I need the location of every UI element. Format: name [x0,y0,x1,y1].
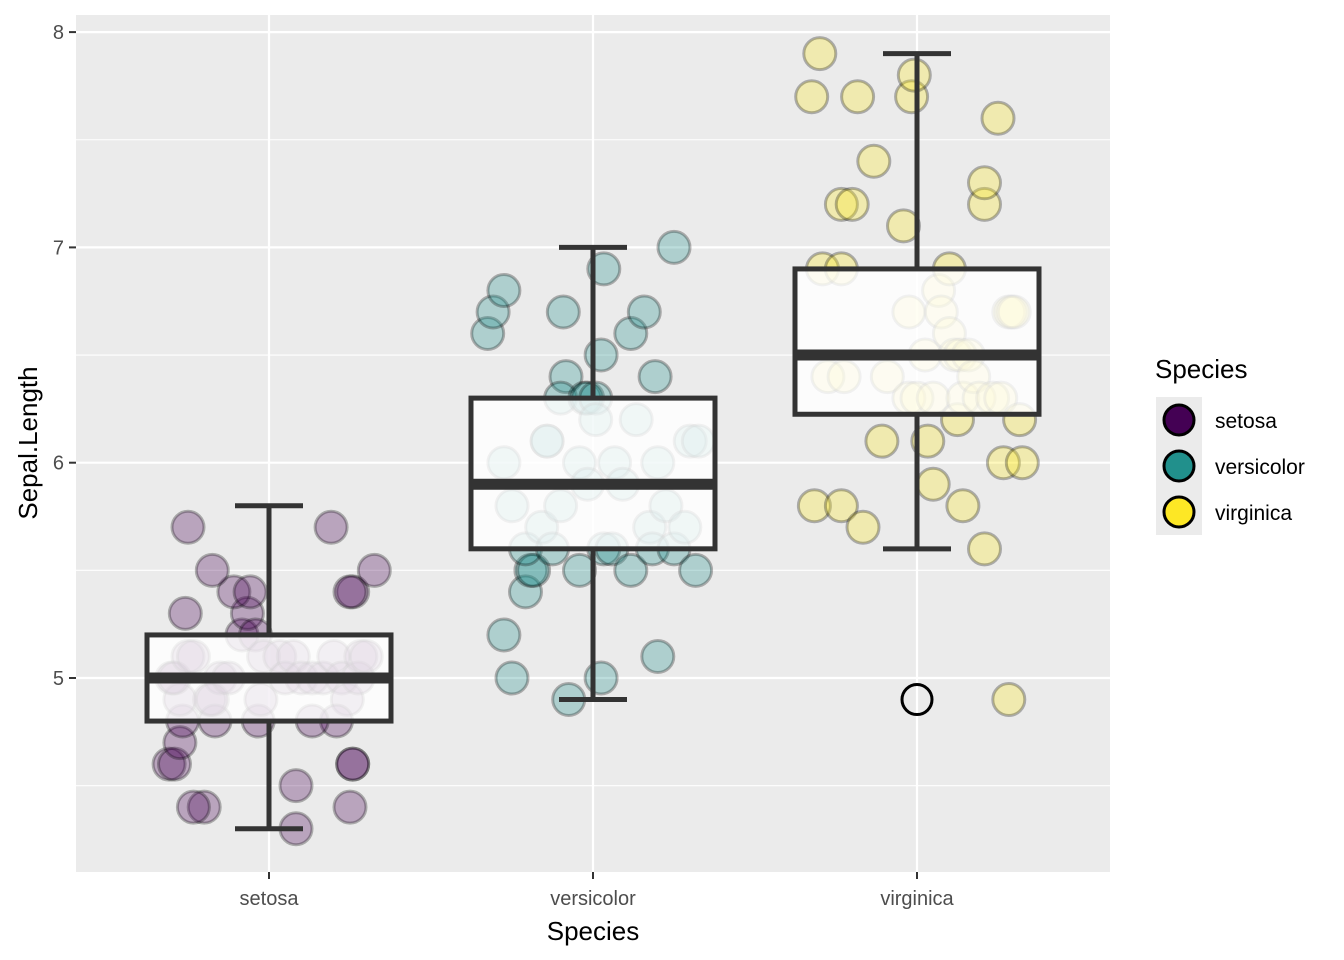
data-point [475,294,511,330]
legend-key-versicolor [1162,449,1196,483]
data-point [823,488,859,524]
data-point [845,509,881,545]
data-point [508,574,543,610]
legend: Species setosa versicolor virginica [1155,354,1305,535]
x-axis: setosa versicolor virginica [240,872,955,910]
y-tick-label: 5 [53,668,64,690]
y-tick-label: 7 [53,237,64,259]
data-point [332,789,368,825]
outlier-point [900,683,934,717]
data-point [545,294,581,330]
data-point [470,316,506,352]
data-point [1004,445,1040,481]
data-point [894,79,930,115]
x-tick-label: virginica [880,888,954,910]
box [792,266,1042,417]
x-axis-title: Species [547,916,640,946]
data-point [794,79,830,115]
data-point [194,552,230,588]
data-point [335,746,371,782]
data-point [967,165,1002,201]
data-point [175,789,211,825]
data-point [802,36,838,72]
data-point [985,445,1021,481]
legend-title: Species [1155,354,1248,384]
data-point [167,595,203,631]
data-point [980,100,1016,136]
data-point [486,272,522,308]
data-point [613,552,649,588]
data-point [967,531,1002,567]
data-point [157,746,192,782]
data-point [335,746,371,782]
data-point [864,423,900,459]
data-point [494,660,530,696]
legend-label-setosa: setosa [1215,410,1277,433]
y-axis: 5 6 7 8 [53,22,76,690]
data-point [915,466,951,502]
data-point [678,552,714,588]
data-point [823,186,859,222]
data-point [840,79,876,115]
legend-keys [1156,397,1202,535]
data-point [896,57,932,93]
data-point [516,552,552,588]
data-point [656,229,692,265]
data-point [910,423,946,459]
boxplot-versicolor [468,244,718,703]
y-tick-label: 6 [53,453,64,475]
data-point [313,509,349,545]
data-point [637,359,673,395]
data-point [186,789,222,825]
x-tick-label: versicolor [550,888,636,910]
data-point [856,143,892,179]
data-point [626,294,662,330]
data-point [170,509,206,545]
data-point [486,617,522,653]
data-point [583,660,619,696]
legend-label-virginica: virginica [1215,502,1292,525]
data-point [586,251,622,287]
data-point [796,488,832,524]
legend-key-setosa [1162,403,1196,437]
data-point [356,552,392,588]
data-point [216,574,252,610]
boxplot-setosa [144,503,394,832]
boxplot-virginica [792,51,1042,717]
data-point [967,186,1002,222]
legend-label-versicolor: versicolor [1215,456,1305,479]
y-axis-title: Sepal.Length [13,366,43,519]
data-point [513,552,549,588]
data-point [162,725,198,761]
data-point [613,316,649,352]
x-tick-label: setosa [240,888,300,910]
data-point [834,186,870,222]
data-point [278,768,314,804]
data-point [991,682,1027,718]
data-point [945,488,981,524]
data-point [332,574,368,610]
boxplots [144,51,1042,832]
data-point [583,337,619,373]
data-point [151,746,187,782]
y-tick-label: 8 [53,22,64,44]
data-point [335,574,371,610]
data-point [229,595,265,631]
data-point [232,574,268,610]
legend-key-virginica [1162,495,1196,529]
box [468,395,718,552]
data-point [548,359,584,395]
data-point [640,638,676,674]
